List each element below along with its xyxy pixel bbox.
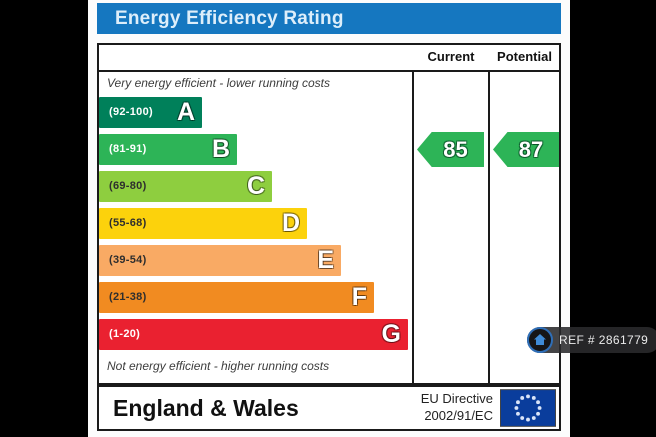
epc-chart: Current Potential Very energy efficient … [97,43,561,385]
epc-band-row-d: (55-68) D [99,208,412,239]
title-bar: Energy Efficiency Rating [97,3,561,34]
eu-directive-label: EU Directive 2002/91/EC [421,391,493,425]
ref-watermark-badge: REF # 2861779 [527,327,656,353]
column-divider-current [412,45,414,383]
current-rating-arrow: 85 [417,132,484,167]
epc-band-row-f: (21-38) F [99,282,412,313]
epc-band-range: (39-54) [109,254,147,266]
epc-band-range: (21-38) [109,291,147,303]
column-divider-potential [488,45,490,383]
epc-band-range: (81-91) [109,143,147,155]
bottom-note: Not energy efficient - higher running co… [107,359,330,373]
ref-watermark-text: REF # 2861779 [559,333,649,347]
potential-column-header: Potential [497,49,552,64]
house-icon [527,327,553,353]
epc-band-range: (1-20) [109,328,141,340]
epc-band-letter: C [246,172,265,200]
epc-band-letter: A [176,98,195,126]
region-label: England & Wales [113,394,299,421]
epc-band-range: (92-100) [109,106,153,118]
potential-rating-value: 87 [518,136,544,162]
top-note: Very energy efficient - lower running co… [107,76,330,90]
epc-band-letter: G [381,320,401,348]
epc-band-range: (69-80) [109,180,147,192]
eu-directive-line1: EU Directive [420,391,493,407]
eu-flag-icon [500,389,556,427]
epc-band-letter: E [317,246,334,274]
epc-band-range: (55-68) [109,217,147,229]
epc-band-bar: (55-68) D [99,208,307,239]
epc-panel: Energy Efficiency Rating Current Potenti… [88,0,570,437]
eu-flag-stars [514,394,542,422]
epc-band-letter: D [281,209,300,237]
potential-rating-arrow: 87 [493,132,559,167]
epc-band-letter: F [351,283,367,311]
epc-band-bar: (81-91) B [99,134,237,165]
eu-directive-line2: 2002/91/EC [424,408,493,423]
epc-band-bar: (92-100) A [99,97,202,128]
epc-band-row-g: (1-20) G [99,319,412,350]
column-header-row [99,45,559,72]
epc-band-letter: B [211,135,230,163]
epc-band-bar: (21-38) F [99,282,374,313]
footer: England & Wales EU Directive 2002/91/EC [97,385,561,431]
current-column-header: Current [427,49,475,64]
epc-band-bar: (69-80) C [99,171,272,202]
epc-band-row-a: (92-100) A [99,97,412,128]
epc-band-row-c: (69-80) C [99,171,412,202]
epc-band-bar: (1-20) G [99,319,408,350]
page-title: Energy Efficiency Rating [115,7,344,29]
current-rating-value: 85 [443,136,468,162]
epc-band-row-b: (81-91) B [99,134,412,165]
epc-band-row-e: (39-54) E [99,245,412,276]
epc-band-bar: (39-54) E [99,245,341,276]
